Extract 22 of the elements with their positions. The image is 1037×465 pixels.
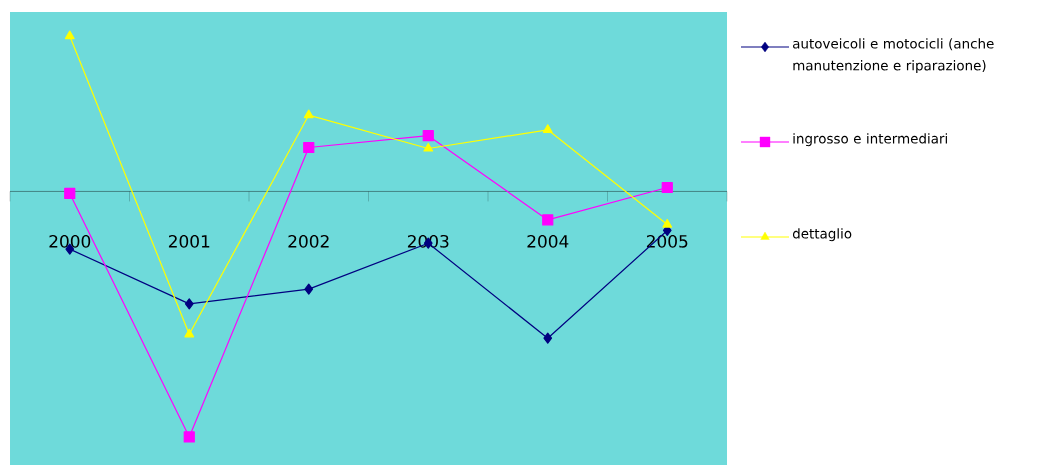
point [184,328,195,338]
point [64,30,75,40]
legend-label: ingrosso e intermediari [793,133,947,147]
x-tick-label: 2004 [527,234,569,248]
legend-label: autoveicoli e motocicli (anche manutenzione e riparazione) [793,38,994,74]
point [183,431,195,443]
point [422,130,434,142]
point [184,298,194,310]
x-tick-label: 2000 [49,234,91,248]
point [542,124,553,133]
x-tick-label: 2002 [288,234,329,248]
x-tick-label: 2001 [168,234,210,248]
point [661,181,673,194]
point [543,332,553,344]
point [64,187,76,199]
point [662,218,673,228]
point [303,109,314,119]
point [423,142,434,152]
point [542,214,554,226]
point [304,283,314,295]
point [303,141,315,154]
legend-label: dettaglio [792,228,852,242]
